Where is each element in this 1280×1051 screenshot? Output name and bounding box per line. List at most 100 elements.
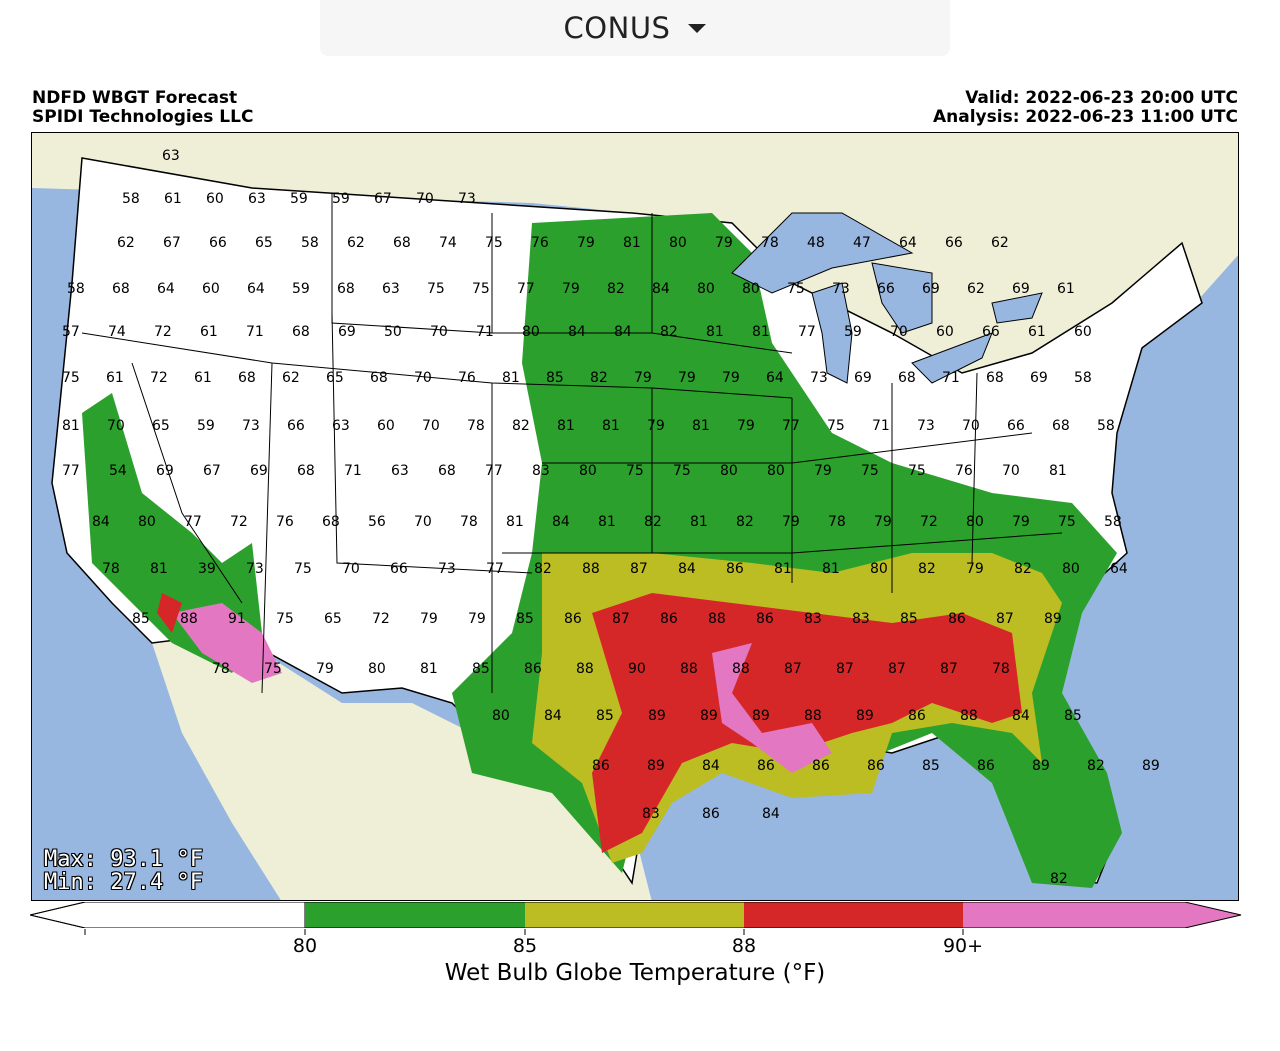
station-value: 75	[294, 561, 312, 577]
station-value: 86	[726, 561, 744, 577]
station-value: 84	[652, 281, 670, 297]
pink-zone	[712, 643, 832, 773]
station-value: 80	[492, 708, 510, 724]
map-title: NDFD WBGT Forecast	[32, 88, 238, 108]
station-value: 67	[374, 191, 392, 207]
map-time-block: Valid: 2022-06-23 20:00 UTC Analysis: 20…	[933, 89, 1238, 127]
station-value: 89	[856, 708, 874, 724]
colorbar-red-bin	[744, 902, 963, 928]
tick-label-85: 85	[512, 935, 538, 957]
station-value: 75	[485, 235, 503, 251]
station-value: 85	[516, 611, 534, 627]
station-value: 84	[1012, 708, 1030, 724]
station-value: 69	[1012, 281, 1030, 297]
station-value: 73	[832, 281, 850, 297]
lake-michigan	[811, 282, 853, 384]
station-value: 79	[966, 561, 984, 577]
map-canvas: 63 58 61 60 63 59 59 67 70 73 62 67 66 65 58 62 68 74 75 76…	[32, 133, 1238, 900]
station-value: 77	[486, 561, 504, 577]
station-value: 75	[264, 661, 282, 677]
station-value: 69	[250, 463, 268, 479]
station-value: 68	[322, 514, 340, 530]
station-value: 61	[106, 370, 124, 386]
stats-block: Max: 93.1 °F Min: 27.4 °F	[44, 848, 203, 894]
station-value: 79	[420, 611, 438, 627]
station-value: 81	[602, 418, 620, 434]
station-value: 89	[647, 758, 665, 774]
station-value: 80	[870, 561, 888, 577]
station-value: 69	[1030, 370, 1048, 386]
station-value: 76	[955, 463, 973, 479]
station-value: 82	[1087, 758, 1105, 774]
station-value: 78	[761, 235, 779, 251]
station-value: 63	[332, 418, 350, 434]
lake-ontario	[991, 292, 1043, 324]
station-value: 78	[467, 418, 485, 434]
map-title-block: NDFD WBGT Forecast SPIDI Technologies LL…	[32, 89, 253, 127]
station-value: 72	[230, 514, 248, 530]
station-value: 60	[377, 418, 395, 434]
station-value: 71	[872, 418, 890, 434]
station-value: 58	[67, 281, 85, 297]
station-value: 71	[942, 370, 960, 386]
red-southwest	[157, 593, 182, 633]
station-value: 59	[197, 418, 215, 434]
station-value: 79	[874, 514, 892, 530]
station-value: 66	[1007, 418, 1025, 434]
station-value: 66	[877, 281, 895, 297]
station-value: 86	[564, 611, 582, 627]
station-value: 75	[787, 281, 805, 297]
station-value: 66	[209, 235, 227, 251]
station-value: 81	[62, 418, 80, 434]
station-value: 39	[198, 561, 216, 577]
station-value: 79	[1012, 514, 1030, 530]
station-value: 82	[590, 370, 608, 386]
station-value: 68	[898, 370, 916, 386]
station-value: 68	[337, 281, 355, 297]
colorbar	[30, 902, 1242, 928]
station-value: 69	[338, 324, 356, 340]
station-value: 87	[996, 611, 1014, 627]
station-value: 48	[807, 235, 825, 251]
station-value: 77	[798, 324, 816, 340]
station-value: 60	[936, 324, 954, 340]
station-value: 75	[626, 463, 644, 479]
station-value: 75	[276, 611, 294, 627]
region-dropdown[interactable]: CONUS	[320, 0, 950, 56]
station-value: 62	[347, 235, 365, 251]
station-value: 86	[812, 758, 830, 774]
green-west	[82, 393, 262, 673]
station-value: 77	[62, 463, 80, 479]
station-value: 82	[1050, 871, 1068, 887]
station-value: 62	[282, 370, 300, 386]
station-value: 75	[908, 463, 926, 479]
station-value: 85	[922, 758, 940, 774]
station-value: 57	[62, 324, 80, 340]
lake-erie	[911, 332, 993, 384]
station-value: 84	[568, 324, 586, 340]
station-value: 84	[702, 758, 720, 774]
station-value: 70	[1002, 463, 1020, 479]
station-value: 72	[372, 611, 390, 627]
station-value: 78	[992, 661, 1010, 677]
station-value: 87	[784, 661, 802, 677]
station-value: 73	[242, 418, 260, 434]
station-value: 69	[854, 370, 872, 386]
station-value: 72	[154, 324, 172, 340]
max-value: Max: 93.1 °F	[44, 847, 203, 872]
station-value: 59	[332, 191, 350, 207]
station-value: 82	[918, 561, 936, 577]
station-value: 82	[736, 514, 754, 530]
station-value: 80	[579, 463, 597, 479]
station-value: 84	[552, 514, 570, 530]
station-value: 86	[757, 758, 775, 774]
station-value: 78	[828, 514, 846, 530]
station-value: 89	[1044, 611, 1062, 627]
state-borders	[81, 193, 1063, 694]
station-value: 70	[342, 561, 360, 577]
station-value: 91	[228, 611, 246, 627]
station-value: 71	[344, 463, 362, 479]
station-value: 62	[991, 235, 1009, 251]
station-value: 61	[1057, 281, 1075, 297]
valid-time: Valid: 2022-06-23 20:00 UTC	[965, 88, 1238, 108]
